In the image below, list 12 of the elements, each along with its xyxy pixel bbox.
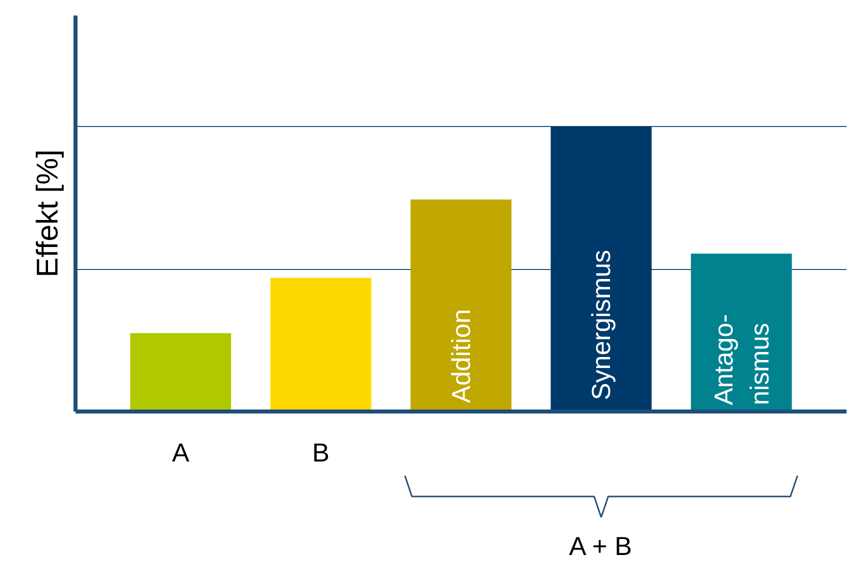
bar <box>550 126 652 412</box>
bar <box>690 254 792 412</box>
x-tick-label: Antago- nismus <box>708 314 774 406</box>
x-tick-label: Synergismus <box>586 250 616 400</box>
text: A + B <box>569 530 632 561</box>
bar <box>130 333 232 412</box>
bar <box>410 200 512 412</box>
x-tick-label: B <box>312 438 330 468</box>
x-tick-label: Addition <box>446 309 476 404</box>
x-tick-label: A <box>172 438 190 468</box>
bar <box>270 278 372 412</box>
y-axis-title: Effekt [%] <box>32 150 64 278</box>
